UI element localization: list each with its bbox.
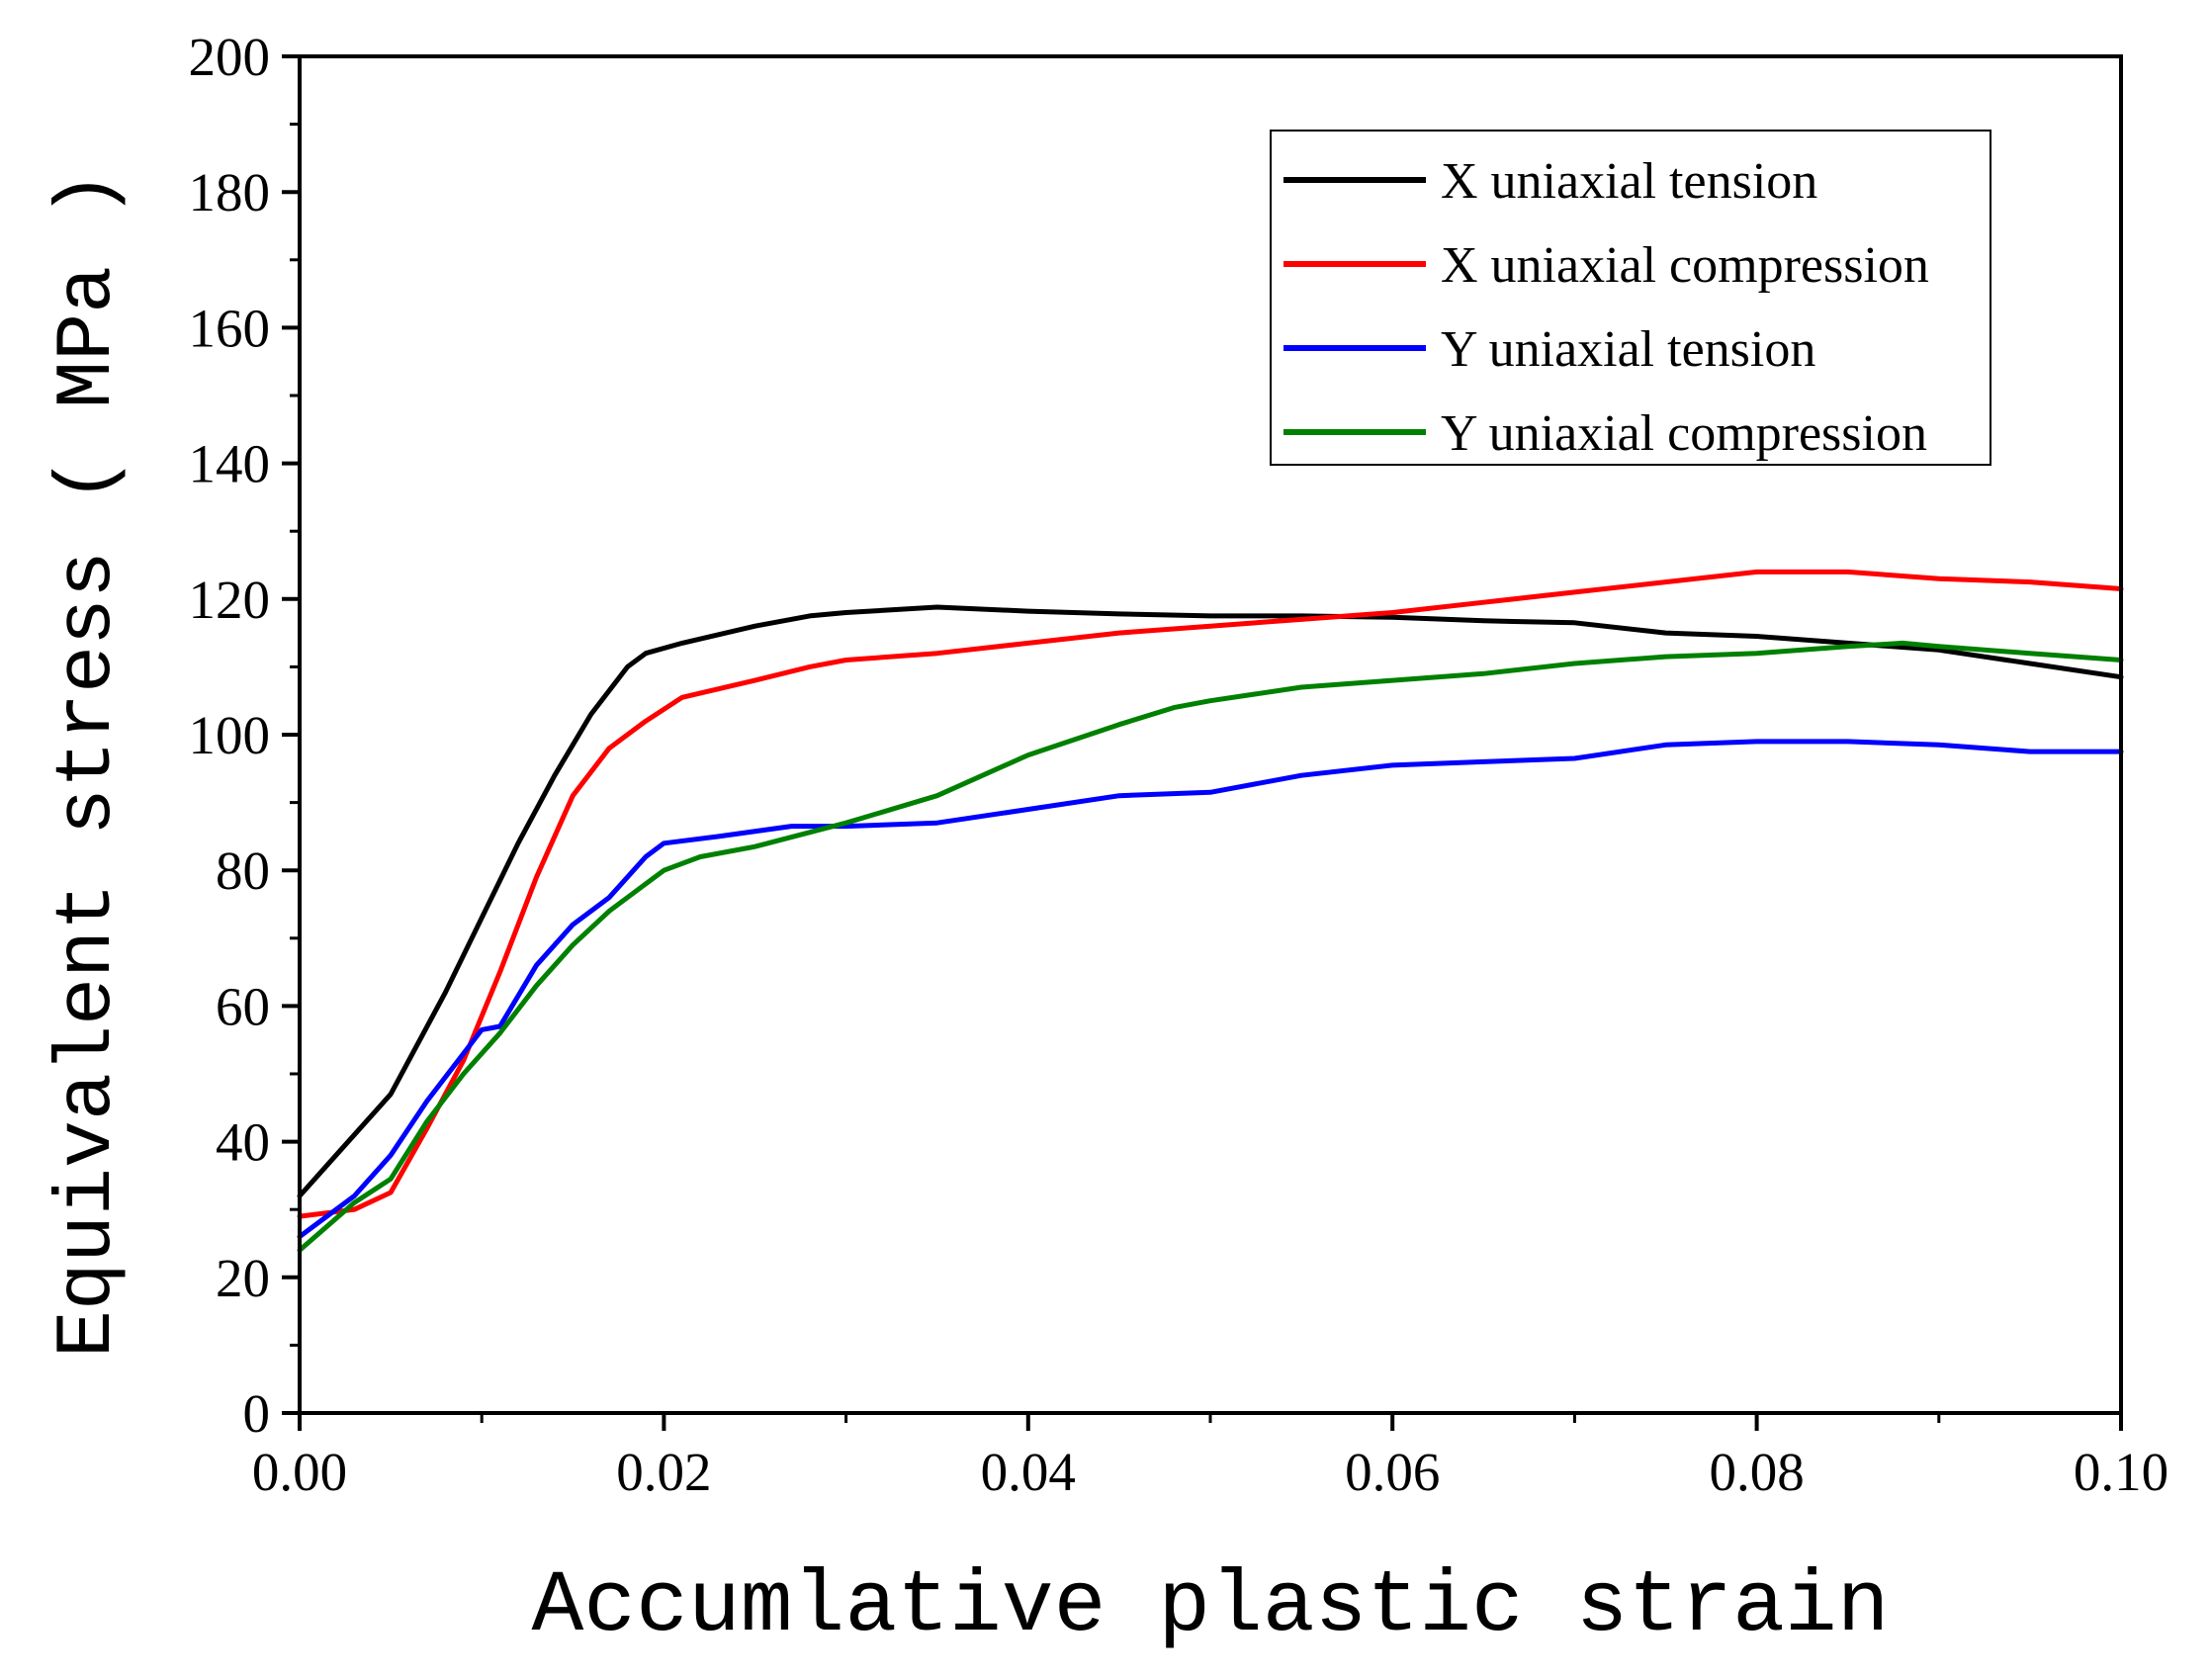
x-tick-label: 0.02 (616, 1442, 711, 1502)
x-axis-title: Accumlative plastic strain (531, 1558, 1889, 1656)
legend-label: X uniaxial tension (1441, 153, 1817, 210)
x-tick-label: 0.00 (252, 1442, 347, 1502)
axes: 0.00 0.02 0.04 0.06 0.08 0.10 0 20 40 60 80 100 120 1… (189, 27, 2169, 1502)
y-tick-label: 20 (216, 1248, 270, 1308)
series-line-x-uniaxial-tension (297, 604, 2124, 1198)
y-tick-label: 160 (189, 298, 271, 358)
y-axis-title: Equivalent stress ( MPa ) (44, 171, 133, 1358)
series-line-y-uniaxial-tension (297, 739, 2124, 1240)
x-tick-label: 0.10 (2074, 1442, 2168, 1502)
y-tick-label: 140 (189, 434, 271, 494)
plot-area (297, 569, 2124, 1253)
y-tick-label: 180 (189, 162, 271, 222)
y-tick-label: 40 (216, 1112, 270, 1173)
series-line-y-uniaxial-compression (297, 640, 2124, 1253)
y-tick-label: 0 (243, 1383, 271, 1444)
x-tick-label: 0.08 (1709, 1442, 1804, 1502)
y-tick-label: 120 (189, 570, 271, 630)
legend-label: X uniaxial compression (1441, 237, 1929, 294)
legend-label: Y uniaxial tension (1441, 321, 1815, 378)
y-tick-label: 80 (216, 840, 270, 901)
y-tick-label: 100 (189, 705, 271, 765)
series-line-x-uniaxial-compression (297, 569, 2124, 1219)
x-tick-label: 0.04 (981, 1442, 1076, 1502)
y-tick-label: 60 (216, 976, 270, 1036)
legend: X uniaxial tension X uniaxial compression… (1270, 130, 1991, 466)
legend-box (1270, 130, 1991, 466)
x-tick-label: 0.06 (1345, 1442, 1440, 1502)
y-tick-label: 200 (189, 27, 271, 87)
legend-label: Y uniaxial compression (1441, 405, 1927, 462)
